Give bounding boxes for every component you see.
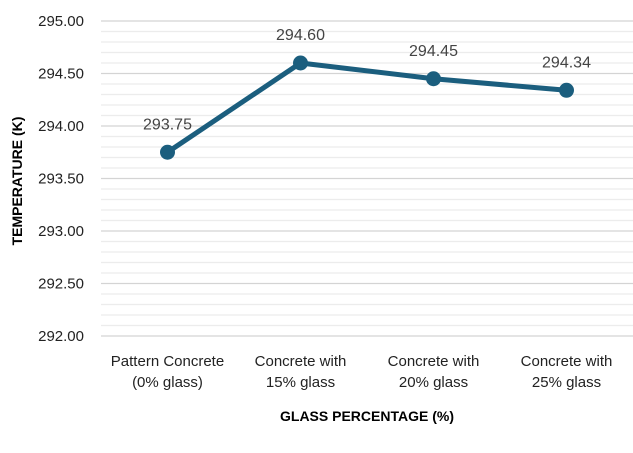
x-category-label: Concrete with — [255, 353, 347, 370]
data-label: 293.75 — [143, 116, 192, 133]
data-label: 294.45 — [409, 43, 458, 60]
y-tick-label: 292.00 — [38, 328, 84, 345]
data-point — [559, 82, 574, 98]
y-tick-label: 292.50 — [38, 276, 84, 293]
x-axis-title: GLASS PERCENTAGE (%) — [280, 408, 454, 424]
data-label: 294.60 — [276, 27, 325, 44]
x-category-label: 25% glass — [532, 374, 601, 391]
series-line — [166, 60, 567, 155]
y-tick-label: 293.00 — [38, 223, 84, 240]
x-category-label: (0% glass) — [132, 374, 203, 391]
x-category-label: 15% glass — [266, 374, 335, 391]
data-point — [293, 55, 308, 71]
y-tick-label: 293.50 — [38, 171, 84, 188]
x-category-label: Pattern Concrete — [111, 353, 224, 370]
y-axis-ticks: 292.00 292.50 293.00 293.50 294.00 294.50 295.… — [38, 13, 84, 345]
x-category-label: 20% glass — [399, 374, 468, 391]
y-axis-title: TEMPERATURE (K) — [9, 117, 25, 246]
data-point — [160, 144, 175, 160]
x-category-label: Concrete with — [521, 353, 613, 370]
y-tick-label: 294.50 — [38, 66, 84, 83]
data-label: 294.34 — [542, 54, 591, 71]
y-tick-label: 295.00 — [38, 13, 84, 30]
x-axis-categories: Pattern Concrete (0% glass) Concrete with 1… — [111, 353, 613, 391]
data-point — [426, 71, 441, 87]
series-temperature: 293.75 294.60 294.45 294.34 — [143, 27, 591, 160]
x-category-label: Concrete with — [388, 353, 480, 370]
gridlines — [101, 20, 633, 337]
y-tick-label: 294.00 — [38, 118, 84, 135]
